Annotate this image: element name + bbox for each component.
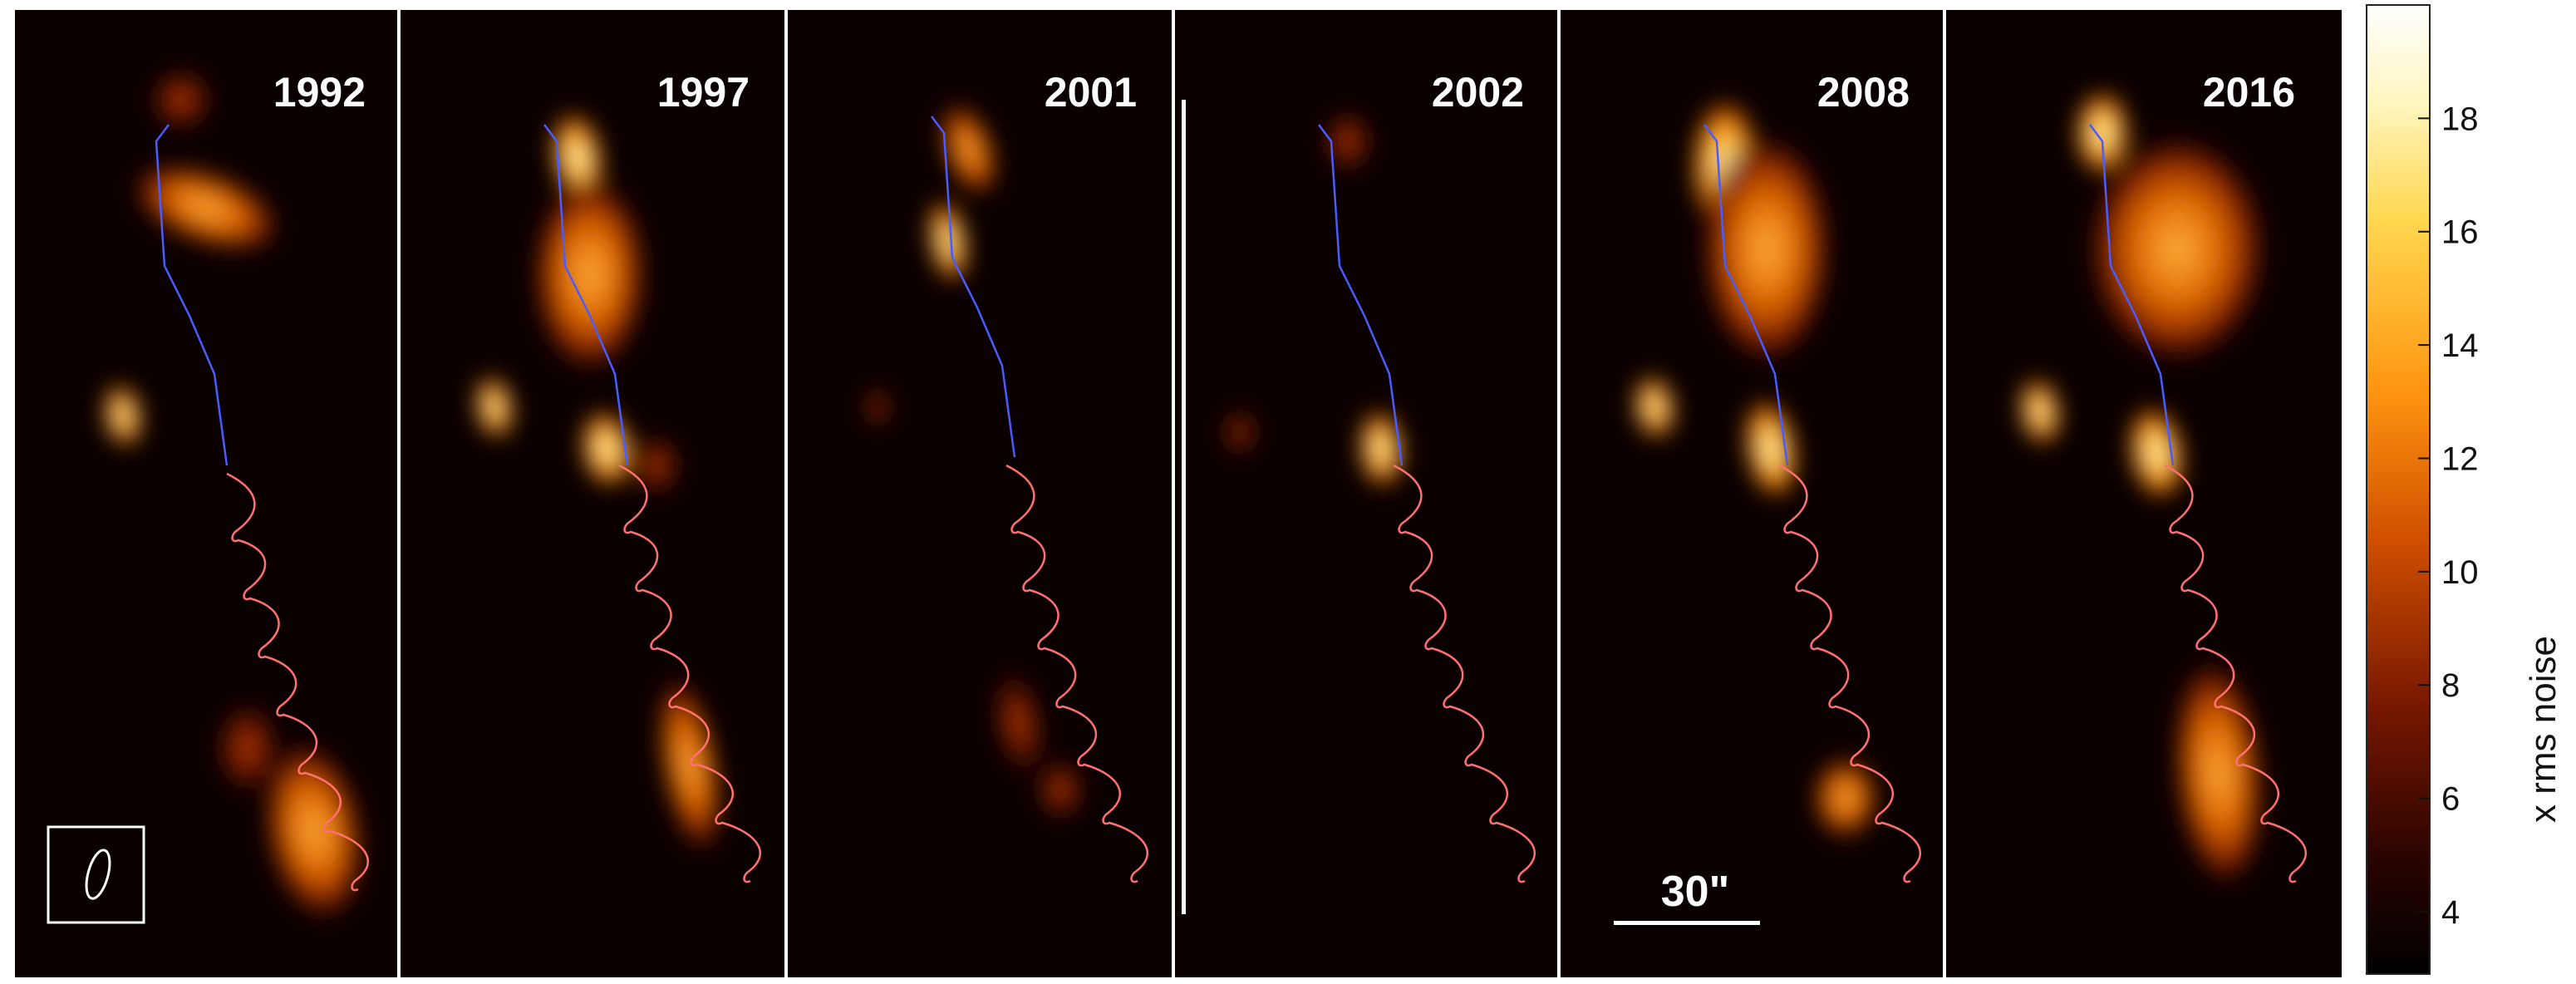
emission-blob xyxy=(656,674,723,855)
emission-blob xyxy=(1359,411,1404,487)
emission-blob xyxy=(864,386,891,429)
reference-line xyxy=(1182,100,1186,914)
colorbar-tick-label: 6 xyxy=(2441,781,2460,818)
emission-blob xyxy=(1323,108,1373,175)
receding-path xyxy=(1778,464,1921,883)
emission-blob xyxy=(1223,407,1256,457)
emission-blob xyxy=(2019,378,2061,445)
receding-path xyxy=(618,464,761,883)
panel-2016: 2016 xyxy=(2019,69,2307,889)
colorbar-tick-label: 10 xyxy=(2441,554,2479,591)
panel-2001: 2001 xyxy=(864,69,1148,883)
approach-path xyxy=(2089,124,2175,466)
panel-year-label: 2002 xyxy=(1432,69,1524,116)
approach-path xyxy=(1318,124,1404,466)
colorbar-gradient xyxy=(2366,4,2431,975)
emission-blob xyxy=(632,432,681,499)
approach-path xyxy=(543,124,629,466)
approach-path xyxy=(931,116,1016,458)
emission-blob xyxy=(214,698,281,798)
panel-2008: 2008 xyxy=(1634,69,1921,883)
emission-blobs xyxy=(1223,108,1404,487)
image-background xyxy=(15,10,2342,977)
scale-bar xyxy=(1614,921,1760,925)
panel-year-label: 1997 xyxy=(657,69,750,116)
panel-year-label: 2001 xyxy=(1045,69,1137,116)
panel-divider xyxy=(1557,10,1561,977)
panel-1997: 1997 xyxy=(475,69,761,883)
emission-blobs xyxy=(1634,100,1879,839)
panels-group: 1992 1997 2001 2002 2008 2016 30" xyxy=(47,10,2307,977)
receding-path xyxy=(2164,464,2307,883)
emission-blob xyxy=(2076,91,2129,175)
receding-path xyxy=(1393,464,1536,883)
emission-blob xyxy=(940,101,998,198)
panel-1992: 1992 xyxy=(104,66,369,922)
emission-blob xyxy=(1744,399,1797,499)
colorbar-tick-label: 12 xyxy=(2441,440,2479,477)
emission-blob xyxy=(130,163,282,253)
emission-blob xyxy=(2086,133,2269,366)
colorbar-ticks: 4 6 8 10 12 14 16 18 xyxy=(2418,101,2479,931)
panel-divider xyxy=(397,10,401,977)
emission-blobs xyxy=(864,101,1085,823)
emission-blob xyxy=(104,384,142,447)
approach-path xyxy=(1703,124,1789,466)
receding-path xyxy=(1005,464,1148,883)
colorbar-tick-label: 16 xyxy=(2441,214,2479,251)
receding-path xyxy=(226,472,369,892)
colorbar-tick-label: 4 xyxy=(2441,894,2460,931)
scale-bar-label: 30" xyxy=(1661,868,1730,916)
emission-blob xyxy=(2129,406,2184,499)
emission-blob xyxy=(148,66,214,133)
emission-blob xyxy=(928,199,968,283)
panel-year-label: 2008 xyxy=(1817,69,1910,116)
emission-blobs xyxy=(475,112,723,855)
panel-year-label: 1992 xyxy=(273,69,366,116)
panel-divider xyxy=(1943,10,1946,977)
emission-blob xyxy=(992,665,1045,781)
emission-blob xyxy=(1035,756,1085,823)
panel-divider xyxy=(1172,10,1175,977)
colorbar-tick-label: 18 xyxy=(2441,101,2479,137)
beam-box xyxy=(47,825,145,924)
approach-path xyxy=(155,124,229,466)
panel-2002: 2002 xyxy=(1223,69,1536,883)
colorbar-tick-label: 8 xyxy=(2441,667,2460,704)
emission-blob xyxy=(1812,756,1879,839)
beam-ellipse xyxy=(85,849,111,900)
colorbar: 4 6 8 10 12 14 16 18 x rms noise xyxy=(2366,4,2564,975)
emission-blob xyxy=(581,411,632,487)
emission-blob xyxy=(532,175,648,374)
emission-blob xyxy=(1634,376,1675,439)
colorbar-label: x rms noise xyxy=(2523,636,2564,823)
panel-divider xyxy=(784,10,788,977)
emission-blob xyxy=(1700,133,1833,366)
emission-blob xyxy=(475,376,514,439)
emission-blobs xyxy=(104,66,366,922)
colorbar-tick-label: 14 xyxy=(2441,327,2479,364)
emission-blob xyxy=(262,740,366,922)
panel-year-label: 2016 xyxy=(2203,69,2295,116)
